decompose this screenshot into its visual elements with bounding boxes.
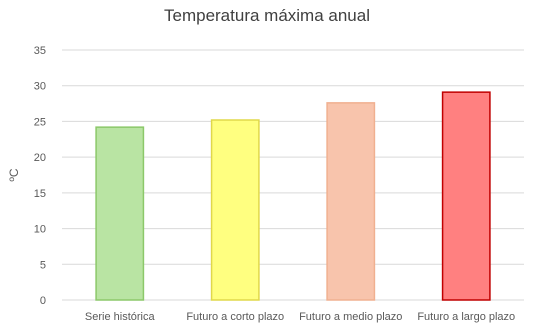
y-tick-label: 5: [40, 259, 46, 271]
x-tick-label: Serie histórica: [85, 311, 156, 323]
bar: [441, 91, 491, 301]
chart-title: Temperatura máxima anual: [164, 6, 370, 25]
y-tick-label: 35: [34, 45, 46, 57]
bar: [210, 119, 260, 301]
x-tick-label: Futuro a corto plazo: [186, 311, 284, 323]
bar: [326, 102, 376, 301]
y-tick-label: 10: [34, 224, 46, 236]
y-axis-label: ºC: [7, 168, 21, 181]
y-tick-label: 0: [40, 295, 46, 307]
x-tick-label: Futuro a largo plazo: [417, 311, 515, 323]
y-tick-label: 30: [34, 81, 46, 93]
x-tick-label: Futuro a medio plazo: [299, 311, 402, 323]
bar: [95, 126, 145, 301]
y-tick-label: 25: [34, 116, 46, 128]
y-tick-label: 15: [34, 188, 46, 200]
y-tick-label: 20: [34, 152, 46, 164]
